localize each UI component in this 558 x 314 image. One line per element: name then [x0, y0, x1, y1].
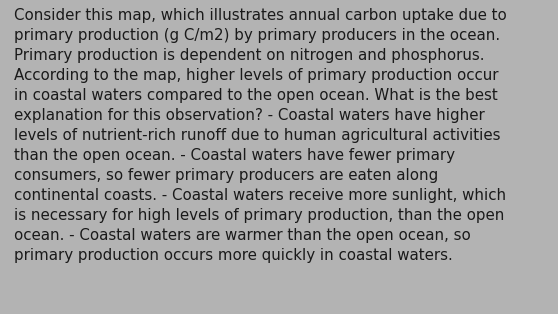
Text: Consider this map, which illustrates annual carbon uptake due to
primary product: Consider this map, which illustrates ann…: [14, 8, 507, 263]
